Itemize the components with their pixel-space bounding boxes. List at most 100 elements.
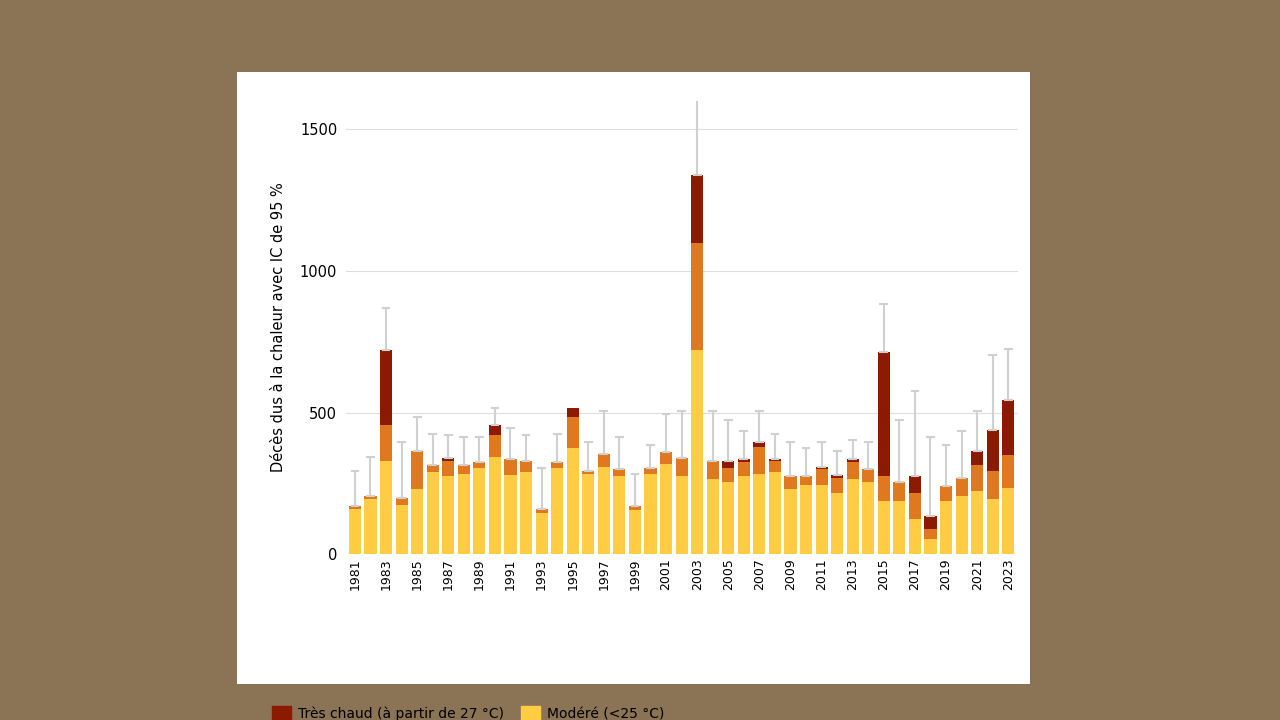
Bar: [956, 496, 968, 554]
Bar: [613, 477, 626, 554]
Bar: [831, 493, 844, 554]
Bar: [567, 448, 579, 554]
Bar: [567, 408, 579, 417]
Bar: [878, 500, 890, 554]
Bar: [396, 505, 407, 554]
Bar: [489, 456, 500, 554]
Bar: [380, 426, 392, 461]
Bar: [769, 461, 781, 472]
Bar: [754, 474, 765, 554]
Bar: [815, 469, 828, 485]
Bar: [831, 478, 844, 493]
Bar: [365, 496, 376, 499]
Bar: [489, 426, 500, 436]
Bar: [878, 477, 890, 500]
Bar: [676, 477, 687, 554]
Bar: [956, 478, 968, 496]
Bar: [924, 516, 937, 529]
Bar: [644, 474, 657, 554]
Bar: [815, 485, 828, 554]
Bar: [442, 461, 454, 477]
Bar: [380, 461, 392, 554]
Bar: [598, 454, 609, 467]
Bar: [909, 477, 922, 493]
Bar: [660, 464, 672, 554]
Bar: [940, 487, 952, 500]
Bar: [396, 498, 407, 505]
Bar: [411, 451, 424, 489]
Bar: [691, 350, 703, 554]
Bar: [924, 529, 937, 539]
Bar: [349, 506, 361, 509]
Bar: [426, 472, 439, 554]
Bar: [628, 506, 641, 510]
Bar: [691, 243, 703, 350]
Bar: [628, 510, 641, 554]
Bar: [722, 468, 735, 482]
Bar: [535, 513, 548, 554]
Bar: [972, 490, 983, 554]
Bar: [520, 472, 532, 554]
Bar: [598, 467, 609, 554]
Bar: [411, 489, 424, 554]
Y-axis label: Décès dus à la chaleur avec IC de 95 %: Décès dus à la chaleur avec IC de 95 %: [271, 183, 285, 472]
Bar: [846, 480, 859, 554]
Bar: [924, 539, 937, 554]
Bar: [785, 477, 796, 489]
Bar: [1002, 400, 1014, 455]
Bar: [737, 459, 750, 462]
Bar: [800, 477, 812, 485]
Bar: [987, 471, 998, 499]
Bar: [474, 462, 485, 468]
Legend: Très chaud (à partir de 27 °C), Chaud (25 à <27 °C), Modéré (<25 °C): Très chaud (à partir de 27 °C), Chaud (2…: [271, 706, 664, 720]
Bar: [893, 482, 905, 500]
Bar: [442, 458, 454, 461]
Bar: [909, 519, 922, 554]
Bar: [940, 500, 952, 554]
Bar: [535, 509, 548, 513]
Bar: [754, 446, 765, 474]
Bar: [987, 499, 998, 554]
Bar: [504, 475, 517, 554]
Bar: [737, 477, 750, 554]
Bar: [676, 458, 687, 477]
Bar: [691, 174, 703, 243]
Bar: [474, 468, 485, 554]
Bar: [863, 469, 874, 482]
Bar: [878, 351, 890, 477]
Bar: [846, 459, 859, 462]
Bar: [754, 442, 765, 446]
Bar: [893, 500, 905, 554]
Bar: [613, 469, 626, 477]
Bar: [458, 474, 470, 554]
Bar: [644, 468, 657, 474]
Bar: [972, 465, 983, 490]
Bar: [442, 477, 454, 554]
Bar: [582, 471, 594, 474]
Bar: [365, 499, 376, 554]
Bar: [785, 489, 796, 554]
Bar: [520, 461, 532, 472]
Bar: [769, 459, 781, 461]
Bar: [552, 468, 563, 554]
Bar: [707, 461, 719, 480]
Bar: [737, 462, 750, 477]
Bar: [582, 474, 594, 554]
Bar: [349, 509, 361, 554]
Bar: [831, 475, 844, 478]
Bar: [1002, 487, 1014, 554]
Bar: [987, 430, 998, 471]
Bar: [769, 472, 781, 554]
Bar: [552, 462, 563, 468]
Bar: [567, 417, 579, 448]
Bar: [800, 485, 812, 554]
Bar: [707, 480, 719, 554]
Bar: [863, 482, 874, 554]
Bar: [972, 451, 983, 465]
Bar: [846, 462, 859, 480]
Bar: [909, 493, 922, 519]
Bar: [458, 465, 470, 474]
Bar: [504, 459, 517, 475]
Bar: [1002, 455, 1014, 487]
Bar: [660, 452, 672, 464]
